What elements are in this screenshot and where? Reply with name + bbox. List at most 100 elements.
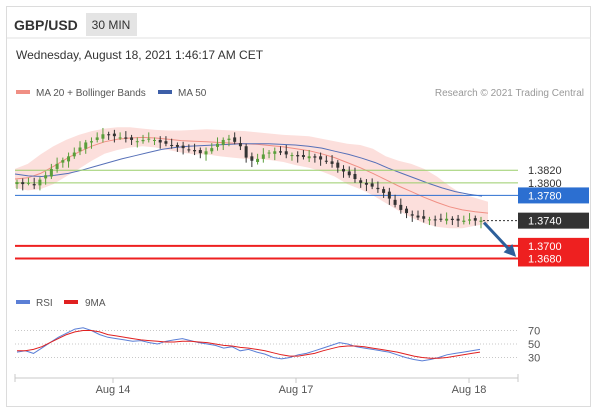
candle-body [118,137,122,139]
candle-body [44,175,48,179]
rsi-series-rsi [16,327,481,362]
candle-body [238,143,242,147]
candle-body [382,189,386,193]
candle-body [364,182,368,185]
candle-body [433,219,437,221]
candle-body [250,156,254,161]
last-price-label: 1.3740 [528,216,562,228]
level-1.3680-tag [518,250,589,267]
candle-body [49,168,53,177]
candle-body [158,139,162,143]
candle-body [445,218,449,221]
level-1.3680-label: 1.3680 [528,253,562,265]
candle-body [427,219,431,221]
candle-body [101,134,105,139]
candle-body [256,158,260,163]
candle-body [72,152,76,157]
candle-body [135,141,139,143]
chart-widget [6,6,591,407]
timeframe-badge [86,13,137,36]
time-tick-label: Aug 14 [96,384,131,396]
level-1.3820-label: 1.3820 [528,165,562,177]
candle-body [32,184,36,186]
candle-body [124,137,128,139]
candle-body [376,187,380,190]
candle-body [61,160,65,163]
candle-body [353,173,357,180]
candle-body [273,151,277,154]
candle-body [342,168,346,172]
candle-body [416,215,420,218]
candle-body [141,139,145,142]
candle-body [301,155,305,157]
candle-body [393,199,397,205]
candle-body [405,208,409,214]
bollinger-band-area [15,127,488,229]
candle-body [181,145,185,149]
legend-rsi-label: RSI [36,298,53,309]
rsi-series-9ma [17,330,481,359]
legend-ma20-label: MA 20 + Bollinger Bands [36,88,146,99]
rsi-tick-30: 30 [528,353,540,365]
legend-rsi-swatch [16,300,30,304]
candle-body [279,151,283,153]
candle-body [473,218,477,221]
level-1.3780-tag [518,187,589,204]
candle-body [175,144,179,147]
level-1.3800-label: 1.3800 [528,178,562,190]
time-tick-label: Aug 17 [279,384,314,396]
candle-body [130,137,134,140]
legend-ma50-label: MA 50 [178,88,207,99]
candle-body [244,146,248,158]
candle-body [204,151,208,155]
rsi-tick-70: 70 [528,326,540,338]
candle-body [15,182,19,185]
candle-body [21,182,25,185]
legend-rsi-ma-label: 9MA [85,298,106,309]
candle-body [95,137,99,140]
candle-body [296,155,300,157]
candle-body [336,162,340,168]
candle-body [450,218,454,221]
candle-body [233,137,237,142]
candle-body [319,156,323,160]
bollinger-band-layer [15,127,488,229]
candle-body [67,156,71,162]
time-axis: Aug 14 Aug 17 Aug 18 [14,374,519,396]
candle-body [84,142,88,149]
candle-body [215,143,219,147]
candle-body [347,171,351,176]
candle-body [26,182,30,184]
candle-body [210,148,214,152]
candle-body [107,134,111,136]
ma50-line [14,143,483,197]
candle-body [462,220,466,222]
time-tick-label: Aug 18 [452,384,487,396]
candle-body [456,218,460,221]
candle-body [370,183,374,187]
candle-body [399,204,403,210]
candle-body [112,133,116,137]
candle-body [164,141,168,144]
candle-body [468,219,472,221]
candle-body [78,147,82,152]
candle-body [284,151,288,155]
candle-body [38,179,42,186]
rsi-tick-50: 50 [528,339,540,351]
level-1.3700-tag [518,237,589,254]
candle-body [307,156,311,159]
candle-body [170,144,174,146]
legend-rsi-ma-swatch [64,300,78,304]
candle-body [313,156,317,158]
last-price-tag [518,212,589,229]
credit-text: Research © 2021 Trading Central [435,88,584,99]
candle-body [387,191,391,199]
candle-body [330,161,334,164]
candle-body [193,150,197,152]
candle-body [267,152,271,154]
candle-body [479,220,483,222]
candle-body [359,180,363,183]
candle-body [55,163,59,169]
candle-body [439,218,443,220]
